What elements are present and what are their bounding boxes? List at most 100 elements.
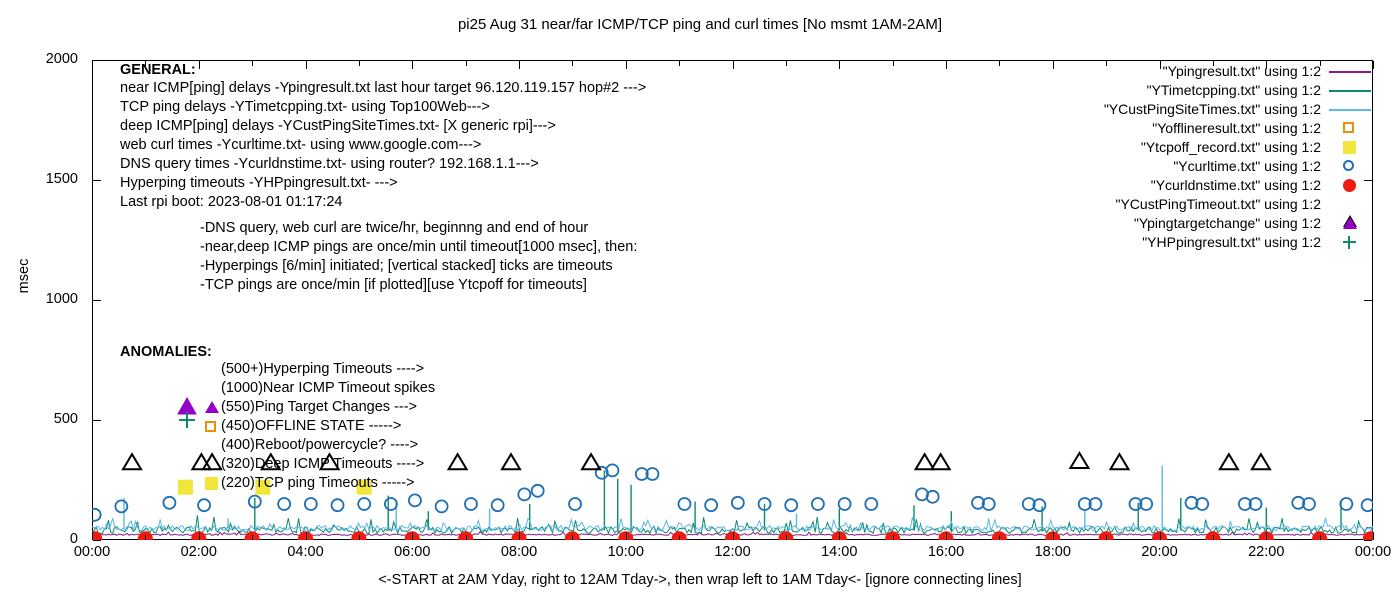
marker-Ycurltime [517,487,532,502]
general-heading: GENERAL: [120,62,196,78]
triangle-filled-icon [1343,217,1357,229]
legend-key [1327,100,1373,119]
general-line: deep ICMP[ping] delays -YCustPingSiteTim… [120,118,556,134]
x-minor-tick [359,61,360,66]
marker-Ycurltime [464,497,478,511]
legend-label: "YTimetcpping.txt" using 1:2 [1146,82,1321,98]
x-tick-label: 16:00 [927,544,965,560]
legend-item-Ycurldnstime: "Ycurldnstime.txt" using 1:2 [1005,176,1373,195]
x-major-tick [1053,532,1054,540]
marker-Ycurldnstime [298,531,313,540]
x-minor-tick [572,61,573,66]
x-tick-label: 22:00 [1248,544,1285,560]
x-major-tick [412,61,413,69]
line-swatch-icon [1329,109,1371,111]
x-minor-tick [999,535,1000,540]
x-major-tick [1160,532,1161,540]
marker-Ycurltime [677,497,692,511]
marker-Ycurltime [645,467,660,481]
x-tick-label: 10:00 [607,544,644,560]
x-minor-tick [359,535,360,540]
general-sub-line: -Hyperpings [6/min] initiated; [vertical… [200,258,613,274]
x-major-tick [412,532,413,540]
y-tick-label: 2000 [45,51,78,67]
marker-YCustPingTimeout [1218,452,1240,471]
anomalies-annotation: ANOMALIES: (500+)Hyperping Timeouts ----… [120,344,435,493]
marker-YCustPingTimeout [446,452,469,471]
marker-Ycurldnstime [1312,531,1328,540]
marker-Ycurltime [757,497,772,511]
marker-YCustPingTimeout [201,452,223,471]
x-major-tick [839,532,840,540]
marker-Ycurltime [1339,497,1354,511]
anomaly-label: (450)OFFLINE STATE -----> [221,418,402,434]
marker-Ycurltime [383,497,398,511]
marker-Ycurltime [605,463,620,478]
marker-Ycurltime [277,497,292,511]
marker-Ycurltime [784,498,799,513]
general-annotation: GENERAL: near ICMP[ping] delays -Ypingre… [120,62,646,212]
legend-key [1327,233,1373,252]
x-minor-tick [572,535,573,540]
legend-key [1327,138,1373,157]
x-minor-tick [893,61,894,66]
series-line-YCustPingSiteTimes [92,516,1373,533]
legend-item-Ypingtargetchange: "Ypingtargetchange" using 1:2 [1005,214,1373,233]
square-filled-icon [205,476,218,490]
marker-YCustPingTimeout [190,452,213,471]
marker-Ycurltime [303,497,318,511]
marker-Ycurltime [704,498,719,513]
y-major-tick [1364,420,1372,421]
marker-Ycurltime [1248,497,1263,511]
legend-key [1327,81,1373,100]
general-line: near ICMP[ping] delays -Ypingresult.txt … [120,80,647,96]
marker-Ycurldnstime [618,531,634,540]
x-tick-label: 04:00 [287,544,324,560]
anomaly-row: (220)TCP ping Timeouts -----> [205,474,435,493]
anomaly-label: (500+)Hyperping Timeouts ----> [221,361,425,377]
circle-hollow-icon [1343,160,1354,171]
legend-label: "Ypingtargetchange" using 1:2 [1133,215,1321,231]
marker-Ycurldnstime [351,531,367,540]
x-major-tick [519,61,520,69]
marker-Ycurltime [1291,495,1306,510]
anomaly-label: (1000)Near ICMP Timeout spikes [221,380,436,396]
marker-Ycurldnstime [92,531,103,540]
marker-Ycurltime [357,497,372,511]
x-major-tick [946,61,947,69]
legend-label: "Ypingresult.txt" using 1:2 [1162,63,1321,79]
x-major-tick [1373,532,1374,540]
anomaly-label: (400)Reboot/powercycle? ----> [221,437,419,453]
marker-YCustPingTimeout [580,452,602,471]
marker-Ycurltime [490,498,505,513]
marker-Ycurldnstime [191,531,207,540]
marker-YHPpingresult [179,412,196,428]
x-major-tick [1053,61,1054,69]
anomaly-row: (400)Reboot/powercycle? ----> [205,436,435,455]
marker-Ytcpoff_record [255,479,271,495]
marker-YCustPingTimeout [1250,452,1272,471]
line-swatch-icon [1329,71,1371,73]
legend-item-YCustPingSiteTimes: "YCustPingSiteTimes.txt" using 1:2 [1005,100,1373,119]
marker-Ycurltime [1238,497,1252,511]
x-major-tick [519,532,520,540]
y-tick-label: 1500 [45,171,78,187]
marker-YCustPingTimeout [913,452,936,471]
marker-Ycurldnstime [885,531,901,540]
marker-YCustPingTimeout [1068,451,1091,469]
x-major-tick [306,532,307,540]
marker-Ycurldnstime [1045,531,1061,540]
x-minor-tick [252,535,253,540]
marker-Ycurltime [864,497,879,511]
x-minor-tick [466,61,467,66]
y-major-tick [93,60,101,61]
legend-label: "Yofflineresult.txt" using 1:2 [1152,120,1321,136]
marker-Ycurltime [1184,495,1199,510]
square-hollow-icon [205,420,216,432]
chart-title: pi25 Aug 31 near/far ICMP/TCP ping and c… [457,16,943,33]
x-minor-tick [1106,535,1107,540]
y-major-tick [1364,540,1372,541]
general-line: TCP ping delays -YTimetcpping.txt- using… [120,99,490,115]
legend-key [1327,157,1373,176]
